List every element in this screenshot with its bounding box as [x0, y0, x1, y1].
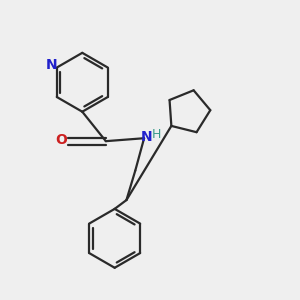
- Text: N: N: [140, 130, 152, 144]
- Text: H: H: [152, 128, 161, 141]
- Text: N: N: [46, 58, 57, 72]
- Text: O: O: [55, 133, 67, 147]
